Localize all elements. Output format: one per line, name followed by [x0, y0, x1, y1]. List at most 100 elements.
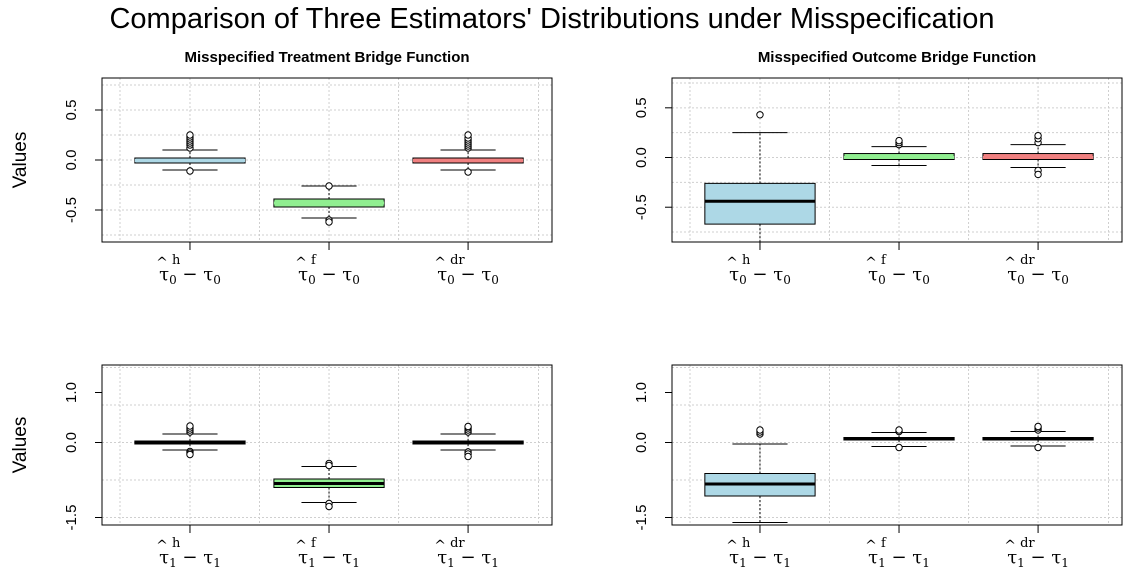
boxplot-1 — [704, 111, 816, 243]
y-tick-label: 0.0 — [633, 432, 650, 453]
x-tick-label-part: − — [455, 547, 482, 568]
chart-panel-4: -1.50.01.0τ1 − τ1^ hτ1 − τ1^ fτ1 − τ1^ dr — [633, 364, 1123, 570]
x-tick-label-part: 1 — [308, 556, 316, 570]
x-tick-label-part: 1 — [169, 556, 177, 570]
x-tick-label-part: 0 — [1017, 273, 1025, 287]
y-tick-label: 0.0 — [63, 150, 80, 171]
panel-title: Misspecified Treatment Bridge Function — [184, 49, 469, 66]
x-tick-label-hat: ^ — [726, 538, 738, 554]
x-tick-label-sup: dr — [1020, 536, 1035, 551]
x-tick-label: τ0 − τ0 — [729, 264, 791, 287]
x-tick-label-sup: h — [172, 253, 181, 268]
x-tick-label-part: τ — [342, 547, 352, 568]
boxplot-3 — [982, 131, 1094, 179]
x-tick-label: τ0 − τ0 — [1007, 264, 1069, 287]
x-tick-label-part: τ — [773, 547, 783, 568]
boxplot-2 — [843, 426, 955, 452]
x-tick-label-part: τ — [437, 264, 447, 285]
x-tick-label-hat: ^ — [295, 255, 307, 271]
x-tick-label-part: 0 — [213, 273, 221, 287]
boxplot-1 — [134, 131, 246, 175]
outlier-point — [1034, 443, 1042, 452]
x-tick-label: τ1 − τ1 — [437, 547, 499, 570]
x-tick-label: τ0 − τ0 — [437, 264, 499, 287]
x-tick-label-part: 1 — [491, 556, 499, 570]
chart-panel-2: Misspecified Outcome Bridge Function -0.5… — [633, 49, 1123, 287]
x-tick-label-sup: h — [742, 536, 751, 551]
y-tick-label: 0.5 — [63, 100, 80, 121]
y-tick-label: -1.5 — [633, 505, 650, 531]
x-tick-label-part: τ — [868, 264, 878, 285]
x-tick-label-part: 0 — [922, 273, 930, 287]
boxplot-2 — [843, 136, 955, 166]
x-tick-label-part: − — [177, 547, 204, 568]
x-tick-label-hat: ^ — [295, 538, 307, 554]
plot-frame — [671, 364, 1123, 526]
x-tick-label-part: τ — [437, 547, 447, 568]
boxplot-3 — [982, 422, 1094, 452]
outlier-point — [186, 131, 194, 139]
x-tick-label-part: 1 — [447, 556, 455, 570]
x-tick-label-part: τ — [729, 547, 739, 568]
x-tick-label-part: 0 — [308, 273, 316, 287]
outlier-point — [1034, 131, 1042, 140]
chart-panel-1: Misspecified Treatment Bridge Function Va… — [10, 49, 553, 287]
x-tick-label-part: − — [1025, 264, 1052, 285]
x-tick-label-part: τ — [159, 264, 169, 285]
x-tick-label-hat: ^ — [156, 538, 168, 554]
x-tick-label-part: 1 — [1061, 556, 1069, 570]
x-tick-label-part: 1 — [922, 556, 930, 570]
x-tick-label-part: τ — [1051, 547, 1061, 568]
y-tick-label: 0.0 — [63, 432, 80, 453]
x-tick-label-part: τ — [729, 264, 739, 285]
boxplot-3 — [412, 422, 524, 461]
x-tick-label-part: 0 — [352, 273, 360, 287]
x-tick-label-hat: ^ — [726, 255, 738, 271]
x-tick-label-part: τ — [912, 264, 922, 285]
y-tick-label: -1.5 — [63, 505, 80, 531]
outlier-point — [186, 422, 194, 430]
x-tick-label-sup: f — [881, 253, 887, 268]
x-tick-label-part: 0 — [783, 273, 791, 287]
outlier-point — [325, 218, 333, 226]
x-tick-label-part: τ — [1007, 264, 1017, 285]
x-tick-label: τ1 − τ1 — [298, 547, 360, 570]
x-tick-label: τ1 − τ1 — [868, 547, 930, 570]
x-tick-label-sup: f — [311, 536, 317, 551]
x-tick-label-hat: ^ — [865, 538, 877, 554]
x-tick-label-part: − — [177, 264, 204, 285]
x-tick-label-sup: dr — [450, 536, 465, 551]
x-tick-label-part: − — [886, 264, 913, 285]
x-tick-label-part: − — [316, 547, 343, 568]
x-tick-label-part: − — [316, 264, 343, 285]
y-tick-label: 1.0 — [633, 382, 650, 403]
x-tick-label-hat: ^ — [1004, 538, 1016, 554]
x-tick-label-part: τ — [481, 264, 491, 285]
y-axis-label: Values — [10, 417, 31, 474]
x-tick-label-sup: dr — [1020, 253, 1035, 268]
plot-frame — [671, 77, 1123, 243]
x-tick-label-hat: ^ — [434, 255, 446, 271]
x-tick-label-part: − — [747, 547, 774, 568]
panel-title: Misspecified Outcome Bridge Function — [758, 49, 1036, 66]
x-tick-label-hat: ^ — [865, 255, 877, 271]
x-tick-label-part: 1 — [352, 556, 360, 570]
x-tick-label-part: τ — [1007, 547, 1017, 568]
outlier-point — [1034, 170, 1042, 179]
x-tick-label-sup: dr — [450, 253, 465, 268]
outlier-point — [186, 167, 194, 175]
box-iqr — [704, 182, 816, 225]
y-tick-label: -0.5 — [63, 197, 80, 223]
outlier-point — [756, 111, 764, 119]
outlier-point — [895, 443, 903, 452]
x-tick-label-part: − — [747, 264, 774, 285]
x-tick-label-part: 1 — [213, 556, 221, 570]
x-tick-label-part: τ — [912, 547, 922, 568]
y-tick-label: 1.0 — [63, 382, 80, 403]
y-tick-label: 0.5 — [633, 97, 650, 118]
x-tick-label-part: τ — [203, 264, 213, 285]
x-tick-label-part: 1 — [783, 556, 791, 570]
x-tick-label-part: τ — [773, 264, 783, 285]
x-tick-label: τ0 − τ0 — [159, 264, 221, 287]
